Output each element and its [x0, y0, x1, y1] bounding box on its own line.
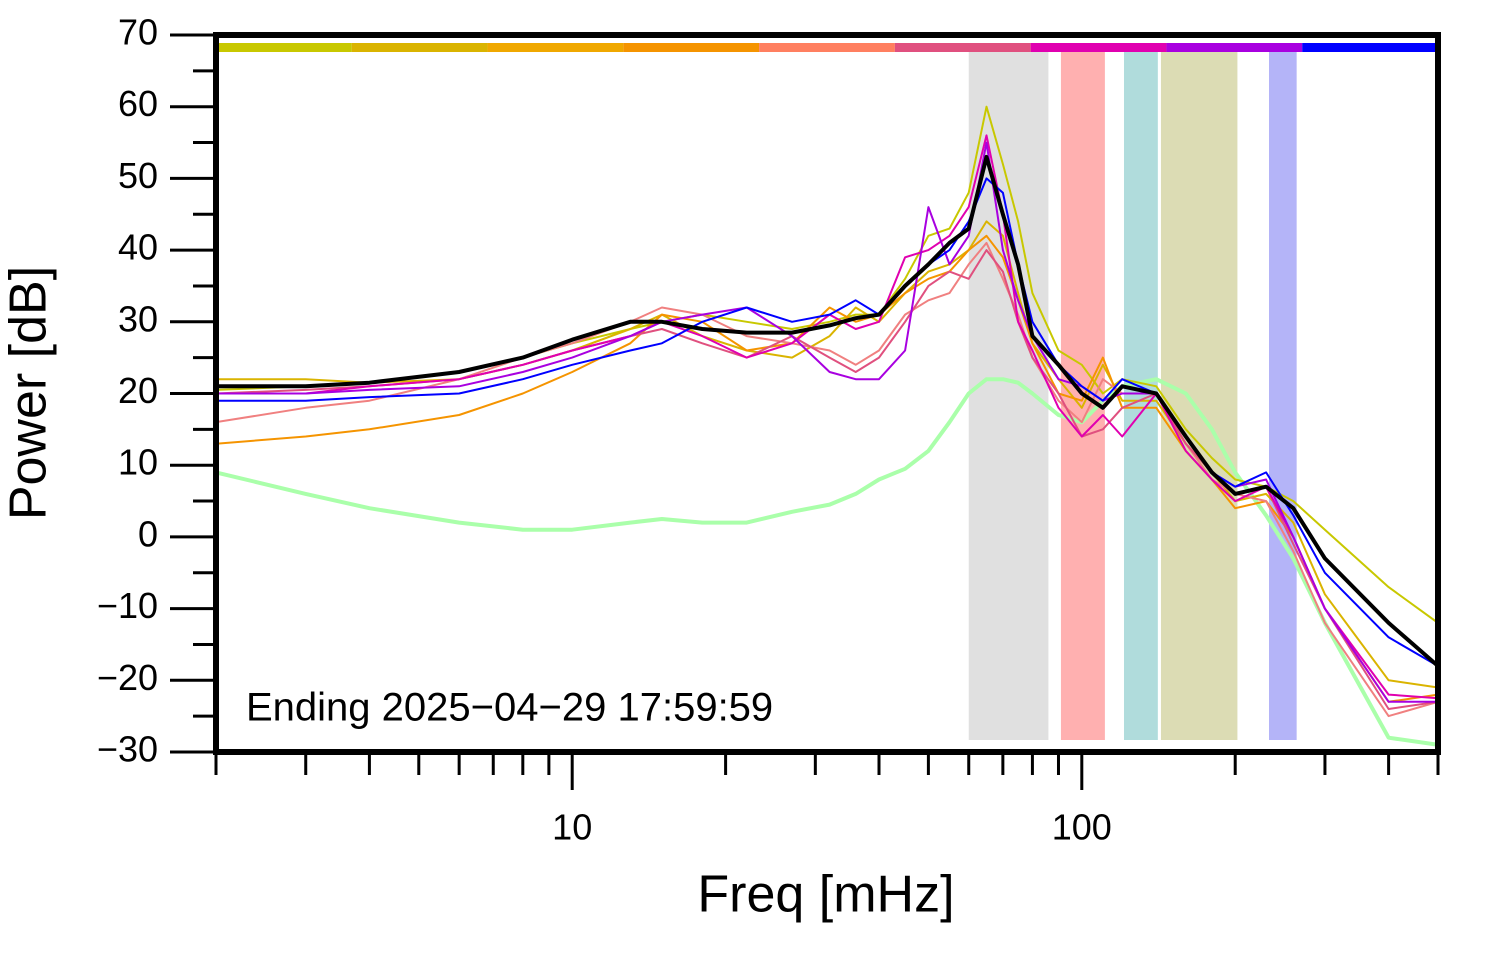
y-tick-label: −20	[97, 657, 158, 698]
color-bar-segment	[1030, 43, 1167, 52]
y-tick-label: 10	[118, 442, 158, 483]
x-axis-title: Freq [mHz]	[697, 866, 954, 924]
color-bar-segment	[351, 43, 488, 52]
y-tick-label: 70	[118, 12, 158, 53]
color-bar-segment	[216, 43, 352, 52]
y-tick-label: 60	[118, 83, 158, 124]
y-tick-label: 20	[118, 370, 158, 411]
x-tick-label: 100	[1052, 807, 1112, 848]
spectrum-line	[216, 249, 1438, 710]
spectrum-line	[216, 105, 1438, 624]
color-bar-segment	[1166, 43, 1303, 52]
y-tick-label: −30	[97, 729, 158, 770]
spectrum-line	[216, 154, 1438, 668]
y-tick-label: 40	[118, 227, 158, 268]
spectrum-line	[216, 134, 1438, 700]
annotation: Ending 2025−04−29 17:59:59	[246, 686, 773, 730]
spectrum-line	[216, 141, 1438, 703]
spectrum-line	[216, 220, 1438, 689]
x-tick-label: 10	[552, 807, 592, 848]
frequency-band	[1160, 52, 1238, 740]
y-tick-label: 50	[118, 155, 158, 196]
spectrum-line	[216, 377, 1438, 747]
y-tick-label: 30	[118, 298, 158, 339]
y-tick-label: −10	[97, 585, 158, 626]
frequency-band	[1269, 52, 1297, 740]
color-bar-segment	[623, 43, 760, 52]
color-bar-segment	[487, 43, 624, 52]
color-bar-segment	[1302, 43, 1438, 52]
y-axis-title: Power [dB]	[0, 266, 58, 520]
spectrum-line	[216, 177, 1438, 667]
spectrum-line	[216, 241, 1438, 718]
y-tick-label: 0	[138, 513, 158, 554]
lines	[216, 105, 1438, 747]
color-bar-segment	[759, 43, 895, 52]
color-bar-segment	[894, 43, 1031, 52]
spectrum-line	[216, 234, 1438, 703]
